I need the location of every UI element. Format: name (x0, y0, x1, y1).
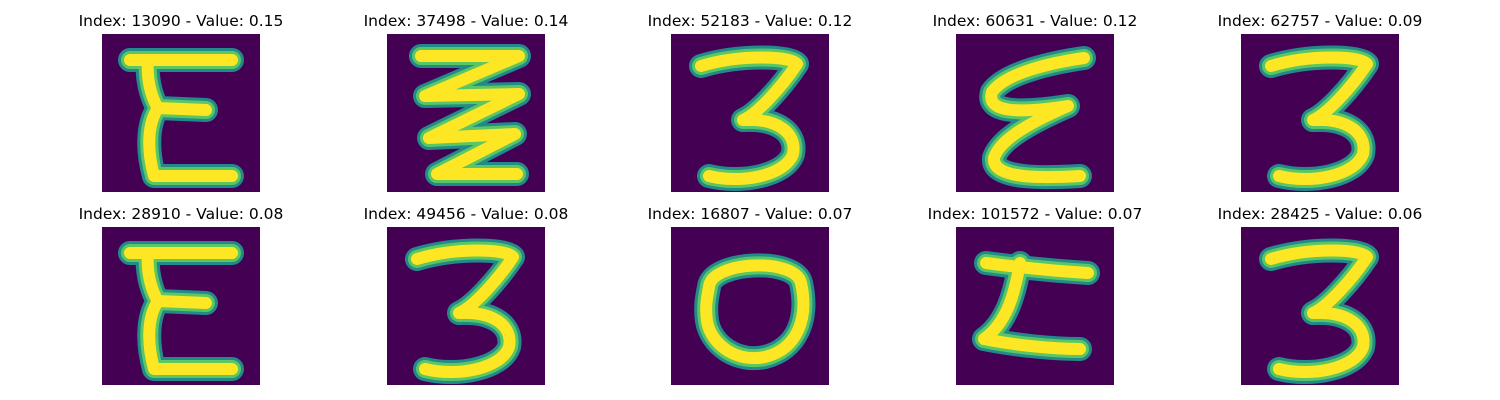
digit-image-7-svg (387, 227, 545, 385)
panel-title-7: Index: 49456 - Value: 0.08 (363, 205, 569, 223)
digit-image-2-svg (387, 34, 545, 192)
digit-image-1-svg (102, 34, 260, 192)
digit-image-2 (387, 34, 545, 192)
panel-title-6: Index: 28910 - Value: 0.08 (78, 205, 284, 223)
digit-stroke-layer-3 (124, 247, 238, 375)
digit-image-7 (387, 227, 545, 385)
panel-title-3: Index: 52183 - Value: 0.12 (647, 12, 853, 30)
digit-image-5 (1241, 34, 1399, 192)
digit-image-1 (102, 34, 260, 192)
digit-image-10-svg (1241, 227, 1399, 385)
digit-image-4 (956, 34, 1114, 192)
panel-title-4: Index: 60631 - Value: 0.12 (932, 12, 1138, 30)
digit-stroke-layer-3 (124, 54, 238, 182)
digit-image-10 (1241, 227, 1399, 385)
digit-image-9 (956, 227, 1114, 385)
digit-image-8 (671, 227, 829, 385)
digit-image-8-svg (671, 227, 829, 385)
digit-stroke-layer-3 (1265, 51, 1373, 186)
digit-image-4-svg (956, 34, 1114, 192)
panel-title-2: Index: 37498 - Value: 0.14 (363, 12, 569, 30)
panel-title-10: Index: 28425 - Value: 0.06 (1217, 205, 1423, 223)
digit-image-3-svg (671, 34, 829, 192)
digit-image-3 (671, 34, 829, 192)
digit-stroke-layer-3 (700, 259, 810, 365)
digit-stroke-layer-3 (985, 52, 1090, 184)
panel-title-8: Index: 16807 - Value: 0.07 (647, 205, 853, 223)
panel-title-5: Index: 62757 - Value: 0.09 (1217, 12, 1423, 30)
digit-stroke-layer-3 (695, 51, 803, 186)
digit-background (956, 227, 1114, 385)
digit-stroke-layer-3 (1265, 244, 1373, 379)
digit-stroke-layer-3 (411, 244, 519, 379)
panel-title-9: Index: 101572 - Value: 0.07 (927, 205, 1143, 223)
digit-stroke-layer-3 (978, 257, 1094, 355)
digit-image-9-svg (956, 227, 1114, 385)
digit-image-5-svg (1241, 34, 1399, 192)
digit-image-6-svg (102, 227, 260, 385)
panel-title-1: Index: 13090 - Value: 0.15 (78, 12, 284, 30)
digit-stroke-layer-3 (415, 50, 525, 180)
digit-image-6 (102, 227, 260, 385)
